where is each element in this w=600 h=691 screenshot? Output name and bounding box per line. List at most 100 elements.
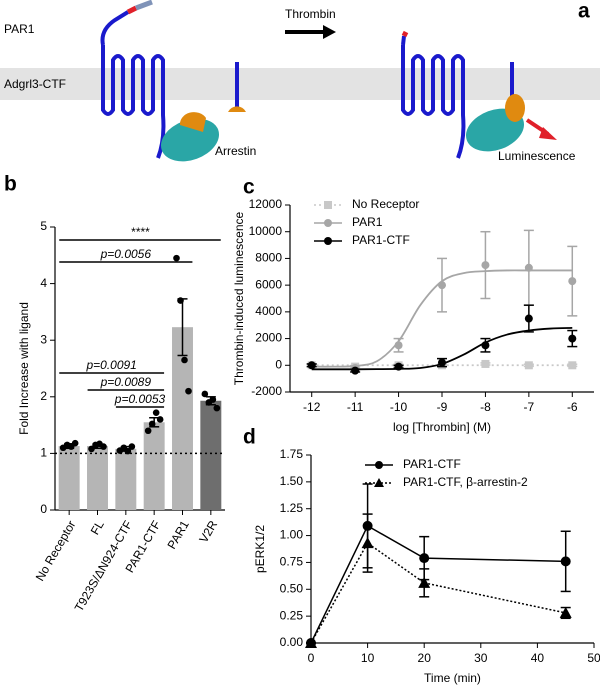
point <box>394 362 403 371</box>
y-tick-label: 6000 <box>255 277 282 291</box>
point <box>481 341 490 350</box>
data-point <box>100 443 107 450</box>
point <box>568 334 577 343</box>
x-tick-label: V2R <box>196 518 220 546</box>
y-axis-label: pERK1/2 <box>253 525 267 573</box>
cleavage-site <box>401 30 409 38</box>
point <box>324 201 332 209</box>
point <box>481 359 490 368</box>
point <box>305 637 317 648</box>
arrowhead <box>539 127 557 140</box>
data-point <box>181 356 188 364</box>
legend-label: PAR1 <box>352 215 383 229</box>
point <box>560 556 571 567</box>
panel-label: a <box>578 0 590 23</box>
x-tick-label: PAR1 <box>164 518 192 552</box>
x-tick-label: 50 <box>587 651 600 665</box>
label: PAR1 <box>4 22 35 36</box>
n-terminus <box>100 10 130 46</box>
point <box>524 361 533 370</box>
x-tick-label: 10 <box>361 651 375 665</box>
tethered-peptide <box>135 0 153 11</box>
point <box>324 237 332 245</box>
x-tick-label: -11 <box>347 400 364 414</box>
x-tick-label: No Receptor <box>33 518 79 583</box>
y-tick-label: -2000 <box>251 384 282 398</box>
legend-label: No Receptor <box>352 197 419 211</box>
x-tick-label: 0 <box>308 651 315 665</box>
point <box>438 281 446 290</box>
y-tick-label: 4000 <box>255 304 282 318</box>
legend-label: PAR1-CTF <box>352 233 410 247</box>
point <box>351 366 360 375</box>
x-tick-label: -7 <box>524 400 535 414</box>
x-tick-label: 20 <box>418 651 432 665</box>
panel-label: d <box>243 426 256 449</box>
line <box>310 524 566 644</box>
data-point <box>71 439 79 447</box>
y-tick-label: 1 <box>40 446 47 460</box>
data-point <box>213 404 221 412</box>
data-point <box>173 254 180 262</box>
y-tick-label: 3 <box>40 332 47 346</box>
x-tick-label: 40 <box>531 651 545 665</box>
tag <box>228 106 246 112</box>
y-tick-label: 1.75 <box>280 447 304 461</box>
data-point <box>177 297 184 304</box>
point <box>324 219 332 227</box>
point <box>418 576 431 588</box>
arrestin-tag <box>179 112 206 132</box>
y-tick-label: 0.50 <box>280 581 304 595</box>
point <box>559 606 572 618</box>
legend-label: PAR1-CTF <box>403 457 461 471</box>
annotation: p=0.0089 <box>100 375 152 389</box>
annotation: p=0.0056 <box>100 247 152 261</box>
line <box>310 542 566 644</box>
annotation: **** <box>131 225 150 239</box>
panel-label: b <box>4 173 17 196</box>
data-point <box>156 416 164 423</box>
annotation: p=0.0091 <box>85 358 136 372</box>
data-point <box>209 396 217 403</box>
point <box>374 478 384 487</box>
x-tick-label: -9 <box>437 400 448 414</box>
y-tick-label: 8000 <box>255 251 282 265</box>
data-point <box>152 409 160 416</box>
data-point <box>185 387 192 395</box>
point <box>481 261 490 270</box>
point <box>419 553 430 564</box>
bar <box>172 327 193 510</box>
y-tick-label: 0.00 <box>280 635 304 649</box>
point <box>568 361 577 370</box>
y-tick-label: 0 <box>275 357 282 371</box>
label: Arrestin <box>215 144 256 158</box>
y-tick-label: 2000 <box>255 331 282 345</box>
bar <box>143 422 165 510</box>
bar <box>87 446 108 510</box>
data-point <box>144 427 152 435</box>
y-tick-label: 5 <box>40 219 47 233</box>
legend-label: PAR1-CTF, β-arrestin-2 <box>403 475 528 489</box>
annotation: p=0.0053 <box>114 392 166 406</box>
point <box>438 358 446 367</box>
point <box>307 361 316 370</box>
point <box>524 314 533 323</box>
cleaved-n-terminus <box>401 35 406 46</box>
bar <box>58 446 80 510</box>
panel-label: c <box>243 176 255 199</box>
x-axis-label: log [Thrombin] (M) <box>393 420 491 434</box>
label: Luminescence <box>498 149 576 163</box>
membrane <box>0 68 600 100</box>
x-tick-label: -6 <box>567 400 578 414</box>
x-tick-label: 30 <box>474 651 488 665</box>
complemented-tag <box>505 94 525 122</box>
data-point <box>128 443 136 450</box>
y-axis-label: Thrombin-induced luminescence <box>232 211 246 385</box>
point <box>394 341 403 350</box>
y-tick-label: 1.00 <box>280 528 304 542</box>
label: Adgrl3-CTF <box>4 77 66 91</box>
bar <box>200 400 222 510</box>
x-tick-label: -8 <box>480 400 491 414</box>
y-tick-label: 10000 <box>249 224 283 238</box>
